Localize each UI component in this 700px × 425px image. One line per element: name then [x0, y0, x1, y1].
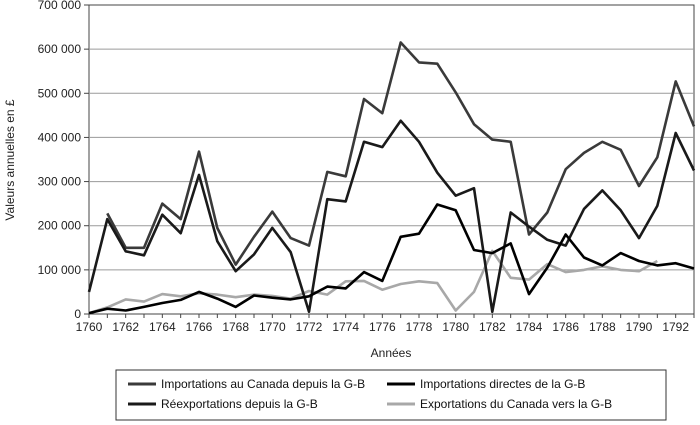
x-tick-label: 1764 — [149, 320, 176, 334]
x-tick-label: 1766 — [186, 320, 213, 334]
x-tick-label: 1780 — [442, 320, 469, 334]
series-lines — [87, 41, 696, 315]
y-tick-label: 700 000 — [38, 0, 82, 12]
legend-label: Exportations du Canada vers la G-B — [420, 397, 612, 411]
legend-items: Importations au Canada depuis la G-B Impo… — [128, 377, 612, 411]
x-tick-label: 1788 — [589, 320, 616, 334]
x-axis-title: Années — [371, 346, 412, 360]
y-axis-title: Valeurs annuelles en £ — [3, 99, 17, 221]
legend-box — [115, 369, 667, 421]
x-tick-label: 1784 — [516, 320, 543, 334]
x-tick-label: 1770 — [259, 320, 286, 334]
x-tick-label: 1782 — [479, 320, 506, 334]
legend-label: Réexportations depuis la G-B — [161, 397, 318, 411]
series-line-4 — [88, 249, 658, 315]
y-tick-label: 500 000 — [38, 86, 82, 100]
y-tick-label: 100 000 — [38, 263, 82, 277]
series-line-1 — [106, 41, 696, 266]
x-tick-label: 1790 — [626, 320, 653, 334]
y-tick-label: 600 000 — [38, 42, 82, 56]
y-tick-label: 200 000 — [38, 219, 82, 233]
series-line-2 — [87, 119, 696, 314]
series-line-3 — [88, 203, 695, 315]
x-tick-label: 1786 — [552, 320, 579, 334]
plot-frame — [88, 4, 695, 315]
legend: Importations au Canada depuis la G-B Impo… — [115, 369, 667, 421]
legend-label: Importations directes de la G-B — [420, 377, 585, 391]
x-tick-label: 1768 — [222, 320, 249, 334]
x-tick-label: 1778 — [406, 320, 433, 334]
x-tick-label: 1776 — [369, 320, 396, 334]
x-tick-label: 1760 — [76, 320, 103, 334]
legend-label: Importations au Canada depuis la G-B — [161, 377, 365, 391]
x-tick-label: 1774 — [332, 320, 359, 334]
x-tick-label: 1772 — [296, 320, 323, 334]
x-axis-ticks: 1760 1762 1764 1766 1768 1770 1772 1774 1776 1778… — [76, 314, 695, 334]
x-tick-label: 1792 — [662, 320, 689, 334]
y-tick-label: 300 000 — [38, 175, 82, 189]
x-tick-label: 1762 — [112, 320, 139, 334]
grid-lines — [89, 48, 694, 271]
y-tick-label: 400 000 — [38, 130, 82, 144]
y-tick-label: 0 — [74, 307, 81, 321]
y-axis-ticks: 0 100 000 200 000 300 000 400 000 500 000 600 … — [38, 0, 89, 321]
